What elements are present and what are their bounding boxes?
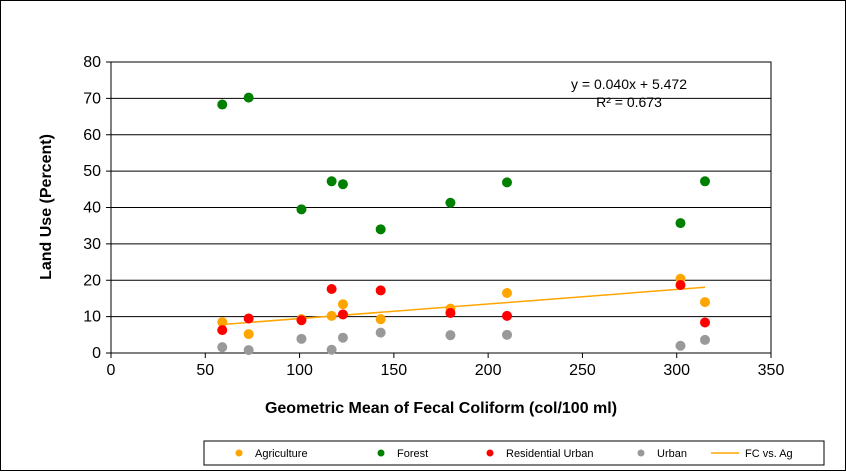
x-tick-label-250: 250: [569, 362, 596, 379]
data-points: [217, 92, 710, 356]
point-urban-0: [217, 342, 228, 353]
legend-label-forest: Forest: [397, 448, 428, 460]
point-forest-9: [700, 176, 710, 187]
y-tick-label-50: 50: [83, 163, 101, 180]
point-forest-4: [337, 179, 348, 190]
x-tick-label-350: 350: [758, 362, 785, 379]
legend-marker-residential-urban: [486, 449, 494, 457]
point-agriculture-7: [502, 287, 512, 298]
point-residential-urban-3: [326, 283, 337, 294]
point-forest-2: [296, 204, 307, 215]
point-forest-1: [243, 92, 254, 103]
legend-marker-agriculture: [235, 449, 243, 457]
y-tick-label-80: 80: [83, 54, 101, 71]
legend-marker-forest: [377, 449, 385, 457]
x-tick-label-150: 150: [381, 362, 408, 379]
point-urban-8: [675, 340, 686, 351]
y-tick-label-10: 10: [83, 309, 101, 326]
legend-label-fc-vs-ag: FC vs. Ag: [745, 448, 793, 460]
legend: Agriculture Forest Residential Urban Urban F…: [203, 440, 825, 466]
point-urban-6: [445, 330, 456, 341]
point-residential-urban-4: [337, 309, 348, 320]
point-forest-0: [217, 99, 228, 110]
point-agriculture-4: [337, 299, 348, 310]
x-axis-title: Geometric Mean of Fecal Coliform (col/10…: [265, 400, 617, 417]
point-agriculture-1: [243, 329, 254, 340]
point-urban-3: [326, 344, 337, 355]
point-forest-3: [326, 176, 337, 187]
point-urban-9: [700, 334, 710, 345]
y-tick-label-70: 70: [83, 90, 101, 107]
x-tick-label-50: 50: [196, 362, 214, 379]
y-tick-label-20: 20: [83, 272, 101, 289]
point-residential-urban-7: [502, 310, 512, 321]
x-tick-label-300: 300: [663, 362, 690, 379]
point-urban-1: [243, 345, 254, 356]
point-agriculture-3: [326, 310, 337, 321]
x-tick-label-100: 100: [286, 362, 313, 379]
point-residential-urban-2: [296, 315, 307, 326]
point-residential-urban-8: [675, 279, 686, 290]
legend-label-agriculture: Agriculture: [255, 448, 308, 460]
point-residential-urban-9: [700, 317, 710, 328]
point-forest-7: [502, 177, 512, 188]
point-agriculture-5: [375, 314, 386, 325]
y-tick-label-0: 0: [92, 345, 101, 362]
x-tick-label-0: 0: [107, 362, 116, 379]
point-urban-7: [502, 329, 512, 340]
gridlines: [111, 61, 771, 354]
legend-items: Agriculture Forest Residential Urban Urban F…: [235, 448, 793, 460]
y-tick-label-30: 30: [83, 236, 101, 253]
point-residential-urban-5: [375, 285, 386, 296]
x-axis-ticks: 0 50 100 150 200 250 300 350: [107, 353, 785, 379]
legend-label-residential-urban: Residential Urban: [506, 448, 593, 460]
point-residential-urban-0: [217, 325, 228, 336]
point-urban-5: [375, 327, 386, 338]
point-forest-5: [375, 224, 386, 235]
point-urban-2: [296, 333, 307, 344]
y-tick-label-40: 40: [83, 200, 101, 217]
point-urban-4: [337, 332, 348, 343]
y-axis-ticks: 0 10 20 30 40 50 60 70 80: [83, 54, 111, 362]
legend-label-urban: Urban: [657, 448, 687, 460]
point-agriculture-0: [217, 317, 228, 328]
point-residential-urban-1: [243, 313, 254, 324]
x-tick-label-200: 200: [475, 362, 502, 379]
legend-marker-urban: [637, 449, 645, 457]
point-residential-urban-6: [445, 307, 456, 318]
trendline-r-squared: R² = 0.673: [596, 94, 662, 110]
y-tick-label-60: 60: [83, 127, 101, 144]
point-agriculture-9: [700, 297, 710, 308]
point-forest-6: [445, 197, 456, 208]
point-forest-8: [675, 218, 686, 229]
trendline-equation: y = 0.040x + 5.472: [571, 76, 687, 92]
y-axis-title: Land Use (Percent): [38, 134, 55, 280]
